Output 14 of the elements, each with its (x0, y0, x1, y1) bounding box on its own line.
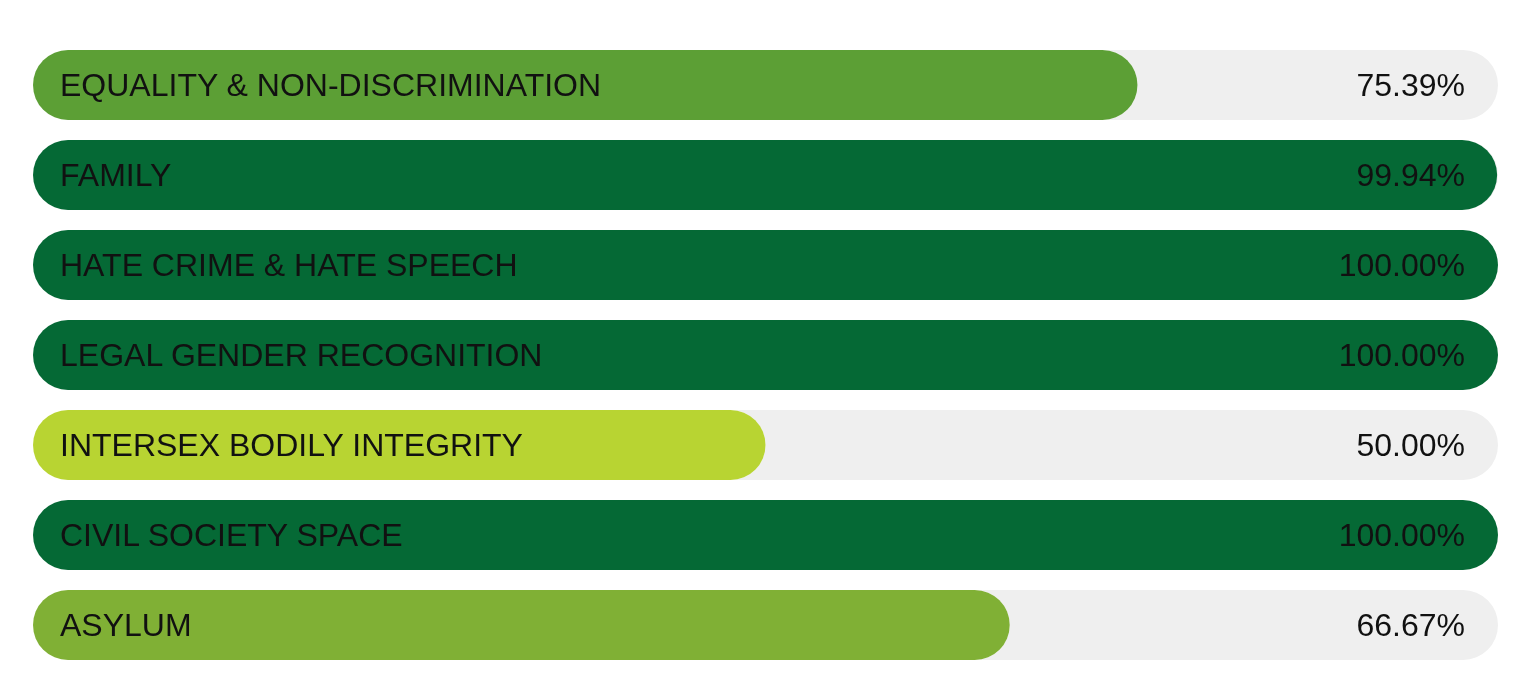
data-label: 66.67% (1356, 607, 1465, 644)
y-tick-label: EQUALITY & NON-DISCRIMINATION (60, 67, 602, 104)
data-label: 100.00% (1338, 247, 1465, 284)
y-tick-label: CIVIL SOCIETY SPACE (60, 517, 403, 554)
y-tick-label: HATE CRIME & HATE SPEECH (60, 247, 518, 284)
y-tick-label: INTERSEX BODILY INTEGRITY (60, 427, 523, 464)
data-label: 75.39% (1356, 67, 1465, 104)
y-tick-label: FAMILY (60, 157, 172, 194)
data-label: 99.94% (1356, 157, 1465, 194)
data-label: 100.00% (1338, 517, 1465, 554)
y-tick-label: ASYLUM (60, 607, 192, 644)
y-tick-label: LEGAL GENDER RECOGNITION (60, 337, 543, 374)
data-label: 50.00% (1356, 427, 1465, 464)
data-label: 100.00% (1338, 337, 1465, 374)
